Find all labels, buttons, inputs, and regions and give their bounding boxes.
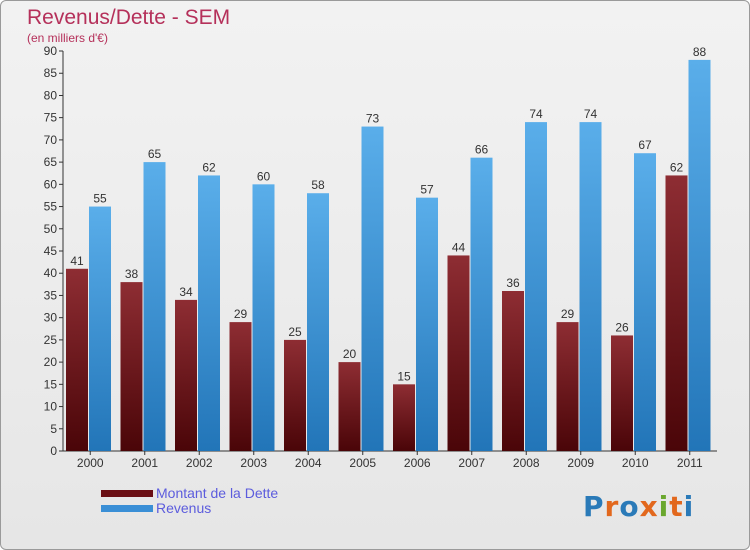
bar-dette (556, 322, 579, 451)
y-tick-label: 90 (44, 44, 58, 58)
bar-dette (502, 291, 524, 451)
x-tick-label: 2005 (349, 456, 376, 470)
data-label-dette: 29 (561, 307, 575, 321)
data-label-dette: 25 (288, 325, 302, 339)
data-label-revenus: 73 (366, 112, 380, 126)
y-tick-label: 25 (44, 333, 58, 347)
bar-dette (447, 255, 470, 451)
bar-dette (175, 299, 197, 451)
logo-letter: i (658, 490, 670, 523)
bar-revenus (198, 175, 220, 451)
bar-revenus (252, 184, 275, 452)
x-tick-label: 2007 (458, 456, 485, 470)
y-tick-label: 80 (44, 88, 58, 102)
logo-letter: t (669, 490, 684, 523)
data-label-dette: 36 (506, 276, 520, 290)
y-tick-label: 85 (44, 66, 58, 80)
axes: 0 5 10 15 20 25 30 35 40 45 50 55 60 65 70 75 80 85 90 2000… (44, 44, 717, 470)
bar-revenus (307, 193, 329, 451)
data-label-dette: 44 (452, 240, 466, 254)
data-label-dette: 62 (670, 160, 684, 174)
logo-letter: P (583, 490, 605, 523)
bar-dette (393, 384, 415, 451)
logo-letter: i (683, 490, 695, 523)
data-label-revenus: 55 (93, 192, 107, 206)
legend-swatch-revenus (101, 505, 153, 512)
bar-revenus (634, 153, 656, 451)
bar-dette (66, 268, 88, 451)
logo-letter: x (639, 490, 659, 523)
chart-title: Revenus/Dette - SEM (27, 6, 231, 29)
x-tick-label: 2001 (131, 456, 158, 470)
logo-letter: o (619, 490, 640, 523)
y-tick-label: 15 (44, 377, 58, 391)
bar-dette (284, 339, 306, 451)
bar-revenus (361, 126, 384, 452)
x-tick-label: 2009 (567, 456, 594, 470)
data-label-revenus: 58 (311, 178, 325, 192)
data-label-dette: 38 (125, 267, 139, 281)
x-tick-label: 2010 (622, 456, 649, 470)
legend-label-revenus: Revenus (156, 500, 212, 516)
y-tick-label: 20 (44, 355, 58, 369)
y-tick-label: 70 (44, 133, 58, 147)
data-label-revenus: 60 (257, 169, 271, 183)
y-tick-label: 60 (44, 177, 58, 191)
bars: 41 55 38 65 34 62 29 60 25 58 20 73 15 57 44 66 36 74 29 74… (66, 45, 711, 452)
bar-revenus (143, 162, 166, 451)
y-tick-label: 5 (50, 422, 57, 436)
bar-revenus (525, 122, 547, 451)
bar-dette (120, 282, 143, 451)
data-label-dette: 29 (234, 307, 248, 321)
x-tick-label: 2006 (404, 456, 431, 470)
data-label-dette: 41 (70, 254, 84, 268)
bar-revenus (89, 206, 111, 451)
data-label-revenus: 57 (420, 183, 434, 197)
legend-label-dette: Montant de la Dette (156, 485, 279, 501)
data-label-dette: 34 (179, 285, 193, 299)
data-label-revenus: 66 (475, 143, 489, 157)
chart-subtitle: (en milliers d'€) (27, 31, 108, 45)
x-tick-label: 2008 (513, 456, 540, 470)
y-tick-label: 75 (44, 111, 58, 125)
y-tick-label: 50 (44, 222, 58, 236)
data-label-dette: 20 (343, 347, 357, 361)
y-tick-label: 65 (44, 155, 58, 169)
bar-dette (611, 335, 633, 451)
y-tick-label: 40 (44, 266, 58, 280)
y-tick-label: 35 (44, 288, 58, 302)
x-tick-label: 2011 (677, 456, 703, 470)
proxiti-logo: Proxiti (583, 490, 694, 523)
bar-revenus (688, 59, 711, 452)
data-label-revenus: 65 (148, 147, 162, 161)
data-label-revenus: 62 (202, 160, 216, 174)
bar-dette (665, 175, 688, 451)
data-label-revenus: 67 (638, 138, 652, 152)
data-label-dette: 15 (397, 369, 411, 383)
y-tick-label: 10 (44, 400, 58, 414)
x-tick-label: 2000 (77, 456, 104, 470)
x-tick-label: 2003 (240, 456, 267, 470)
y-tick-label: 45 (44, 244, 58, 258)
x-tick-label: 2002 (186, 456, 213, 470)
bar-revenus (579, 122, 602, 451)
y-tick-label: 55 (44, 200, 58, 214)
y-tick-label: 30 (44, 311, 58, 325)
y-tick-label: 0 (50, 444, 57, 458)
legend-swatch-dette (101, 490, 153, 497)
data-label-dette: 26 (615, 320, 629, 334)
data-label-revenus: 74 (529, 107, 543, 121)
bar-revenus (416, 197, 438, 451)
x-tick-label: 2004 (295, 456, 322, 470)
data-label-revenus: 74 (584, 107, 598, 121)
bar-revenus (470, 157, 493, 451)
bar-dette (229, 322, 252, 451)
logo-letter: r (604, 490, 620, 523)
data-label-revenus: 88 (693, 45, 707, 59)
bar-dette (338, 362, 361, 451)
